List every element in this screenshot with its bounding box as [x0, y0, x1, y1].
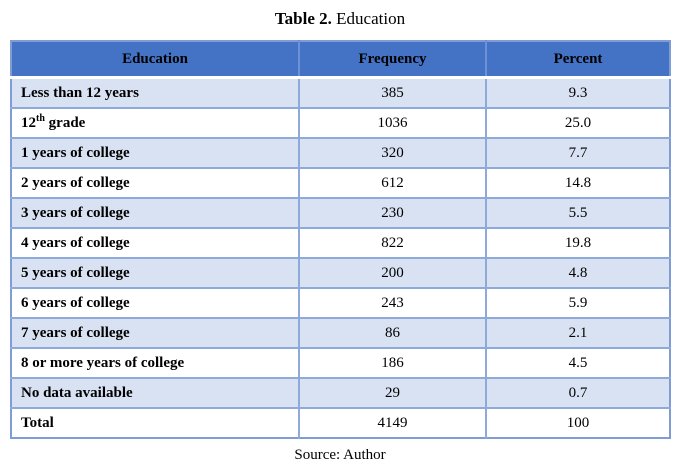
source-note: Source: Author [294, 447, 386, 464]
table-title-text: Education [331, 9, 406, 28]
frequency-cell: 86 [298, 318, 486, 350]
education-text: 12 [21, 114, 36, 131]
education-cell: 7 years of college [11, 318, 299, 350]
education-cell: Less than 12 years [11, 77, 299, 110]
table-row: Less than 12 years 385 9.3 [11, 77, 670, 110]
frequency-cell: 200 [298, 258, 486, 290]
table-number-label: Table 2. [274, 9, 332, 28]
education-cell: Total [11, 408, 299, 439]
education-cell: 12th grade [11, 108, 299, 140]
table-row: 12th grade 1036 25.0 [11, 108, 670, 140]
percent-cell: 4.5 [485, 348, 670, 380]
frequency-cell: 29 [298, 378, 486, 410]
education-cell: 1 years of college [11, 138, 299, 170]
header-cell-frequency: Frequency [298, 41, 486, 80]
frequency-cell: 230 [298, 198, 486, 230]
percent-cell: 7.7 [485, 138, 670, 170]
header-cell-percent: Percent [485, 41, 670, 80]
frequency-cell: 822 [298, 228, 486, 260]
education-text: grade [44, 114, 86, 131]
table-row: 3 years of college 230 5.5 [11, 198, 670, 230]
percent-cell: 4.8 [485, 258, 670, 290]
frequency-cell: 612 [298, 168, 486, 200]
percent-cell: 0.7 [485, 378, 670, 410]
table-row: 7 years of college 86 2.1 [11, 318, 670, 350]
education-cell: 5 years of college [11, 258, 299, 290]
table-row: 5 years of college 200 4.8 [11, 258, 670, 290]
table-row-total: Total 4149 100 [11, 408, 670, 439]
percent-cell: 25.0 [485, 108, 670, 140]
frequency-cell: 320 [298, 138, 486, 170]
percent-cell: 9.3 [485, 77, 670, 110]
education-cell: No data available [11, 378, 299, 410]
percent-cell: 5.5 [485, 198, 670, 230]
frequency-cell: 186 [298, 348, 486, 380]
percent-cell: 19.8 [485, 228, 670, 260]
education-cell: 4 years of college [11, 228, 299, 260]
table-row: 4 years of college 822 19.8 [11, 228, 670, 260]
table-row: 6 years of college 243 5.9 [11, 288, 670, 320]
table-row: 2 years of college 612 14.8 [11, 168, 670, 200]
education-table: Education Frequency Percent Less than 12… [10, 40, 671, 440]
frequency-cell: 243 [298, 288, 486, 320]
superscript-text: th [36, 112, 45, 124]
frequency-cell: 385 [298, 77, 486, 110]
table-row: 1 years of college 320 7.7 [11, 138, 670, 170]
percent-cell: 5.9 [485, 288, 670, 320]
frequency-cell: 4149 [298, 408, 486, 439]
education-cell: 3 years of college [11, 198, 299, 230]
percent-cell: 14.8 [485, 168, 670, 200]
table-header-row: Education Frequency Percent [11, 41, 670, 80]
table-row: 8 or more years of college 186 4.5 [11, 348, 670, 380]
education-cell: 6 years of college [11, 288, 299, 320]
percent-cell: 100 [485, 408, 670, 439]
education-cell: 2 years of college [11, 168, 299, 200]
percent-cell: 2.1 [485, 318, 670, 350]
frequency-cell: 1036 [298, 108, 486, 140]
page-title: Table 2. Education [0, 9, 680, 29]
education-cell: 8 or more years of college [11, 348, 299, 380]
header-cell-education: Education [11, 41, 299, 80]
table-row: No data available 29 0.7 [11, 378, 670, 410]
